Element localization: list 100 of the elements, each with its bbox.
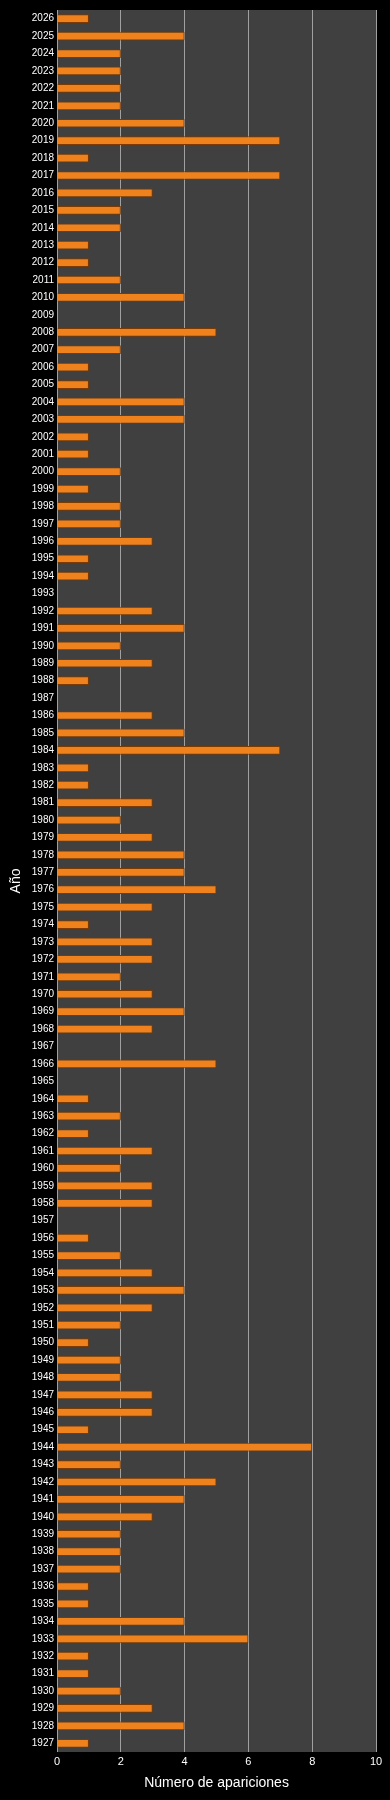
y-tick-label: 2005 [31,378,55,390]
y-tick-label: 2019 [31,134,55,146]
y-tick-label: 1980 [31,813,55,825]
y-tick-label: 2008 [31,326,55,338]
y-tick-label: 1991 [31,622,55,634]
y-tick-label: 1956 [31,1231,55,1243]
y-tick-label: 2000 [31,465,55,477]
y-tick-label: 1984 [31,744,55,756]
y-tick-label: 1938 [31,1545,55,1557]
y-tick-label: 1969 [31,1005,55,1017]
y-tick-label: 1950 [31,1336,55,1348]
y-tick-label: 2025 [31,29,55,41]
x-axis-title: Número de apariciones [144,1774,289,1791]
y-tick-label: 1936 [31,1580,55,1592]
y-tick-label: 1932 [31,1649,55,1661]
y-tick-label: 1988 [31,674,55,686]
y-tick-label: 2006 [31,360,55,372]
y-tick-label: 2022 [31,82,55,94]
y-tick-label: 2015 [31,204,55,216]
y-tick-label: 1974 [31,918,55,930]
y-tick-label: 1971 [31,970,55,982]
y-tick-label: 2016 [31,186,55,198]
y-tick-label: 2018 [31,151,55,163]
y-tick-label: 1951 [31,1318,55,1330]
y-tick-label: 1929 [31,1702,55,1714]
y-tick-label: 1939 [31,1528,55,1539]
y-tick-label: 2026 [31,12,55,24]
y-tick-label: 1985 [31,726,55,738]
y-tick-label: 1946 [31,1406,55,1418]
y-tick-label: 1973 [31,935,55,947]
y-tick-label: 1975 [31,900,55,912]
y-tick-label: 1967 [31,1040,55,1052]
y-tick-label: 2017 [31,169,55,181]
y-tick-label: 1945 [31,1423,55,1435]
y-tick-label: 2007 [31,343,55,355]
y-tick-label: 1949 [31,1353,55,1365]
y-tick-label: 1937 [31,1562,55,1574]
y-tick-label: 1927 [31,1737,55,1749]
y-axis-title: Año [7,868,24,894]
y-tick-label: 2021 [31,99,55,111]
y-tick-label: 1999 [31,482,55,494]
y-tick-label: 1987 [31,691,55,703]
y-tick-label: 1941 [31,1493,55,1505]
y-tick-label: 1981 [31,796,55,808]
y-tick-label: 1964 [31,1092,55,1104]
y-tick-label: 1933 [31,1632,55,1644]
y-tick-label: 1954 [31,1266,55,1278]
y-tick-label: 1995 [31,552,55,564]
y-tick-label: 1943 [31,1458,55,1470]
y-tick-label: 2004 [31,395,55,407]
y-tick-label: 2011 [32,273,55,285]
y-tick-label: 1972 [31,953,55,965]
x-tick-label: 2 [117,1754,124,1767]
y-tick-label: 1965 [31,1075,55,1087]
y-tick-label: 1953 [31,1284,55,1296]
y-tick-label: 1989 [31,657,55,668]
y-tick-label: 2023 [31,64,55,76]
y-tick-label: 1944 [31,1440,55,1452]
y-tick-label: 1982 [31,778,55,790]
y-tick-label: 1958 [31,1197,55,1209]
y-tick-label: 1997 [31,517,55,529]
x-tick-label: 0 [53,1754,61,1767]
y-tick-label: 2001 [31,447,55,459]
y-tick-label: 1930 [31,1684,55,1696]
x-tick-label: 4 [181,1754,188,1767]
y-tick-label: 2012 [31,256,55,268]
x-tick-label: 10 [369,1754,383,1767]
y-tick-label: 1961 [31,1144,55,1156]
y-tick-label: 1963 [31,1109,55,1121]
y-tick-label: 1993 [31,587,55,599]
y-tick-label: 1957 [31,1214,55,1226]
y-tick-label: 1935 [31,1597,55,1609]
y-tick-label: 1928 [31,1719,55,1731]
y-tick-label: 1970 [31,987,55,999]
y-tick-label: 2013 [31,238,55,250]
y-tick-label: 1979 [31,831,55,843]
y-tick-label: 1942 [31,1475,55,1487]
x-tick-label: 8 [309,1754,316,1767]
y-tick-label: 1948 [31,1371,55,1383]
y-tick-label: 1983 [31,761,55,773]
y-tick-label: 1934 [31,1615,55,1627]
y-tick-label: 1947 [31,1388,55,1400]
y-tick-label: 1992 [31,604,55,616]
y-tick-label: 2020 [31,116,55,128]
y-tick-label: 1977 [31,866,55,878]
y-tick-label: 2003 [31,413,55,425]
y-tick-label: 2002 [31,430,55,442]
y-tick-label: 1966 [31,1057,55,1069]
y-tick-label: 1978 [31,848,55,860]
y-tick-label: 1931 [31,1667,55,1679]
y-tick-label: 1996 [31,535,55,547]
y-tick-label: 1962 [31,1127,55,1139]
y-tick-label: 2024 [31,47,55,59]
y-tick-label: 1952 [31,1301,55,1313]
y-tick-label: 1998 [31,500,55,512]
y-tick-label: 1940 [31,1510,55,1522]
x-tick-label: 6 [245,1754,252,1767]
y-tick-label: 1968 [31,1022,55,1034]
y-tick-label: 1959 [31,1179,55,1191]
y-tick-label: 1976 [31,883,55,895]
